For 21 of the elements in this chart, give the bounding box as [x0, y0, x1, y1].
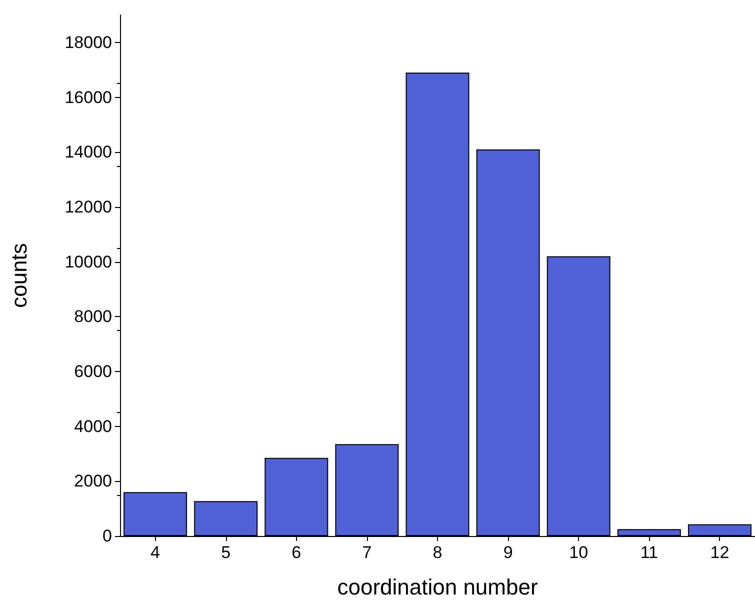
x-tick-label: 8	[432, 543, 442, 562]
y-tick-label: 10000	[64, 252, 112, 272]
x-tick-label: 11	[640, 543, 658, 562]
y-tick-label: 2000	[74, 472, 112, 491]
x-tick-label: 7	[362, 543, 372, 562]
y-tick-label: 12000	[64, 197, 112, 216]
y-tick-label: 16000	[64, 88, 112, 107]
x-tick-label: 5	[221, 543, 231, 562]
x-tick-label: 9	[503, 543, 513, 562]
y-tick-label: 8000	[74, 307, 112, 326]
y-tick-label: 0	[102, 526, 112, 546]
y-tick-label: 4000	[74, 416, 112, 436]
x-tick-label: 6	[292, 543, 302, 562]
y-tick-label: 18000	[64, 32, 112, 52]
x-tick-label: 10	[569, 543, 588, 562]
y-axis-title: counts	[6, 243, 32, 308]
x-tick-label: 4	[150, 543, 160, 562]
y-tick-label: 6000	[74, 362, 112, 381]
x-tick-label: 12	[710, 543, 730, 562]
y-tick-label: 14000	[64, 142, 112, 162]
x-axis-title: coordination number	[337, 574, 538, 600]
